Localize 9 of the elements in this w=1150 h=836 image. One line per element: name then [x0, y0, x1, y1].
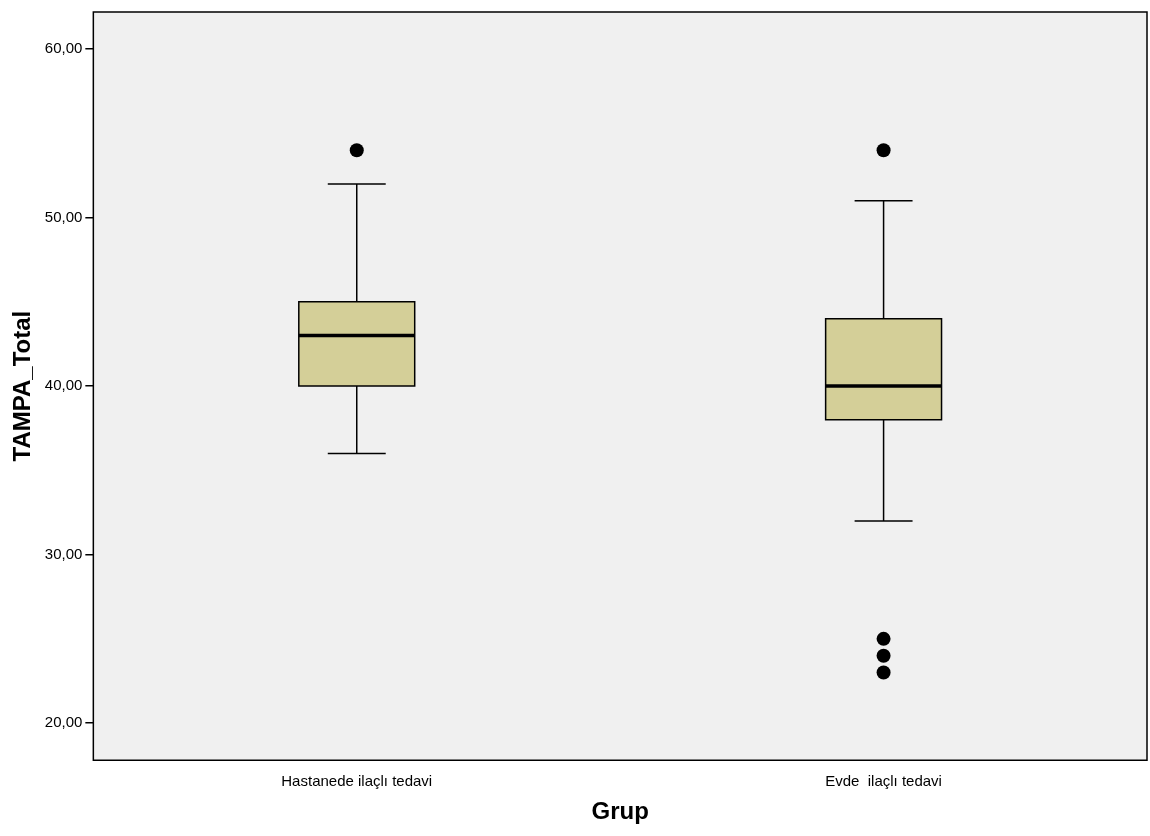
y-tick-label: 20,00	[44, 713, 83, 731]
x-tick-label: Hastanede ilaçlı tedavi	[281, 772, 433, 790]
y-tick-label: 50,00	[44, 207, 83, 225]
x-axis-title: Grup	[591, 797, 649, 825]
y-axis-title: TAMPA_Total	[8, 310, 36, 462]
y-tick-label: 30,00	[44, 544, 83, 562]
y-tick-label: 40,00	[44, 376, 83, 394]
y-tick-label: 60,00	[44, 39, 83, 57]
x-tick-label: Evde ilaçlı tedavi	[825, 772, 942, 790]
